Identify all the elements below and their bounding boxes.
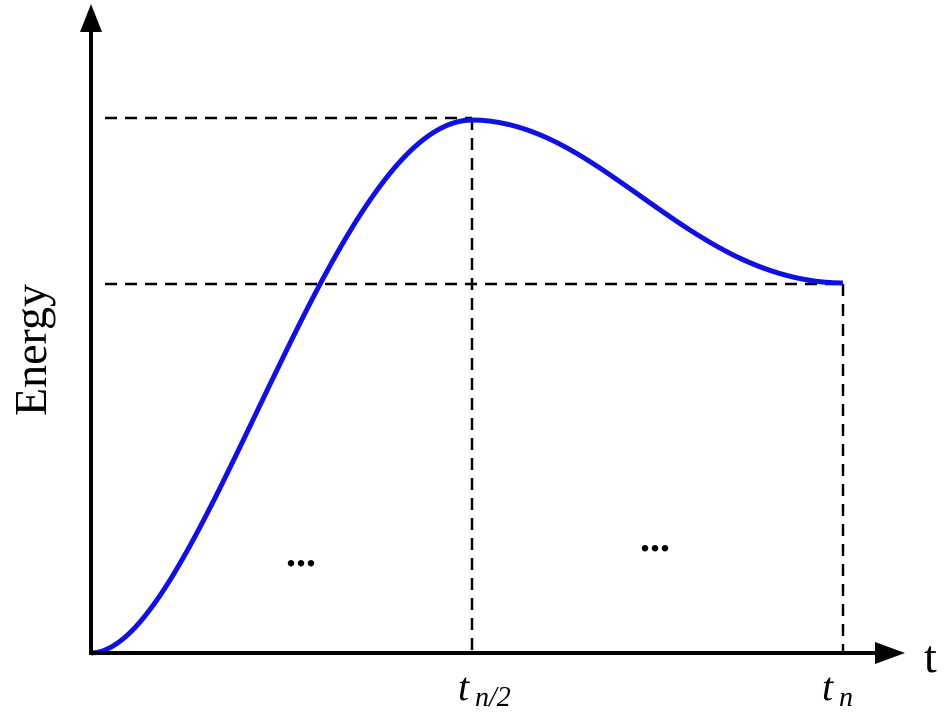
y-axis-arrow xyxy=(80,4,102,32)
marker-subscript: n/2 xyxy=(475,682,511,713)
marker-base: t xyxy=(458,664,470,709)
marker-subscript: n xyxy=(839,682,853,713)
ellipsis: ... xyxy=(286,530,316,575)
guide-lines xyxy=(105,116,845,653)
axes xyxy=(89,30,880,655)
y-axis-label: Energy xyxy=(5,284,56,416)
ellipsis: ... xyxy=(640,515,670,560)
energy-curve xyxy=(90,117,844,656)
x-axis-arrow xyxy=(875,642,905,664)
marker-base: t xyxy=(822,664,834,709)
x-axis-label: t xyxy=(924,631,937,682)
